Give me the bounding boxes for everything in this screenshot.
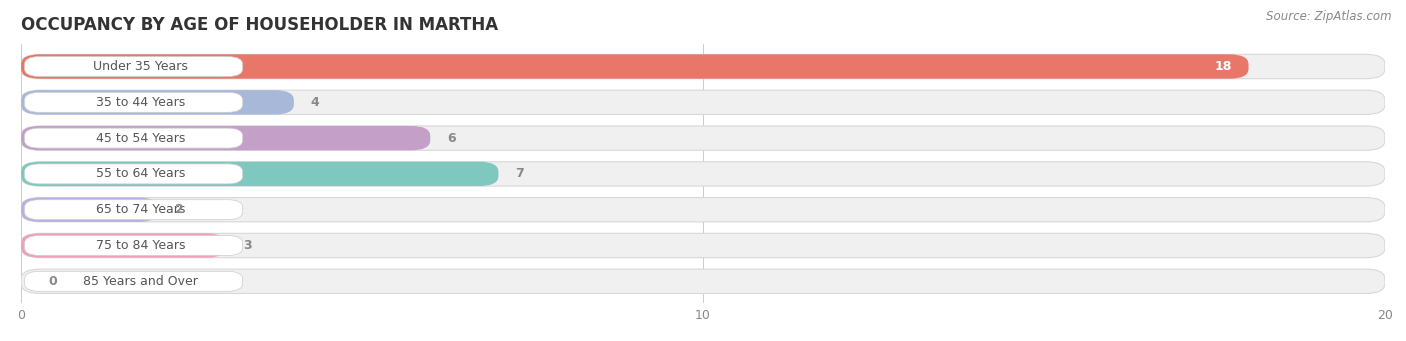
Text: 55 to 64 Years: 55 to 64 Years <box>96 167 186 180</box>
Text: 0: 0 <box>48 275 58 288</box>
FancyBboxPatch shape <box>24 128 243 148</box>
Text: 4: 4 <box>311 96 319 109</box>
FancyBboxPatch shape <box>21 126 430 150</box>
FancyBboxPatch shape <box>21 90 294 115</box>
Text: 6: 6 <box>447 132 456 145</box>
Text: 75 to 84 Years: 75 to 84 Years <box>96 239 186 252</box>
Text: 85 Years and Over: 85 Years and Over <box>83 275 198 288</box>
Text: 45 to 54 Years: 45 to 54 Years <box>96 132 186 145</box>
FancyBboxPatch shape <box>24 57 243 76</box>
FancyBboxPatch shape <box>21 162 499 186</box>
FancyBboxPatch shape <box>21 54 1249 79</box>
Text: 7: 7 <box>516 167 524 180</box>
Text: 18: 18 <box>1215 60 1232 73</box>
FancyBboxPatch shape <box>24 271 243 291</box>
Text: 3: 3 <box>243 239 252 252</box>
FancyBboxPatch shape <box>24 164 243 184</box>
Text: Under 35 Years: Under 35 Years <box>93 60 188 73</box>
Text: 65 to 74 Years: 65 to 74 Years <box>96 203 186 216</box>
FancyBboxPatch shape <box>21 126 1385 150</box>
FancyBboxPatch shape <box>21 233 1385 258</box>
FancyBboxPatch shape <box>21 269 1385 294</box>
FancyBboxPatch shape <box>21 233 226 258</box>
FancyBboxPatch shape <box>24 200 243 220</box>
Text: OCCUPANCY BY AGE OF HOUSEHOLDER IN MARTHA: OCCUPANCY BY AGE OF HOUSEHOLDER IN MARTH… <box>21 16 498 34</box>
Text: Source: ZipAtlas.com: Source: ZipAtlas.com <box>1267 10 1392 23</box>
FancyBboxPatch shape <box>24 92 243 112</box>
Text: 2: 2 <box>174 203 183 216</box>
FancyBboxPatch shape <box>21 162 1385 186</box>
FancyBboxPatch shape <box>21 197 1385 222</box>
FancyBboxPatch shape <box>21 90 1385 115</box>
FancyBboxPatch shape <box>21 197 157 222</box>
Text: 35 to 44 Years: 35 to 44 Years <box>96 96 186 109</box>
FancyBboxPatch shape <box>24 236 243 255</box>
FancyBboxPatch shape <box>21 54 1385 79</box>
